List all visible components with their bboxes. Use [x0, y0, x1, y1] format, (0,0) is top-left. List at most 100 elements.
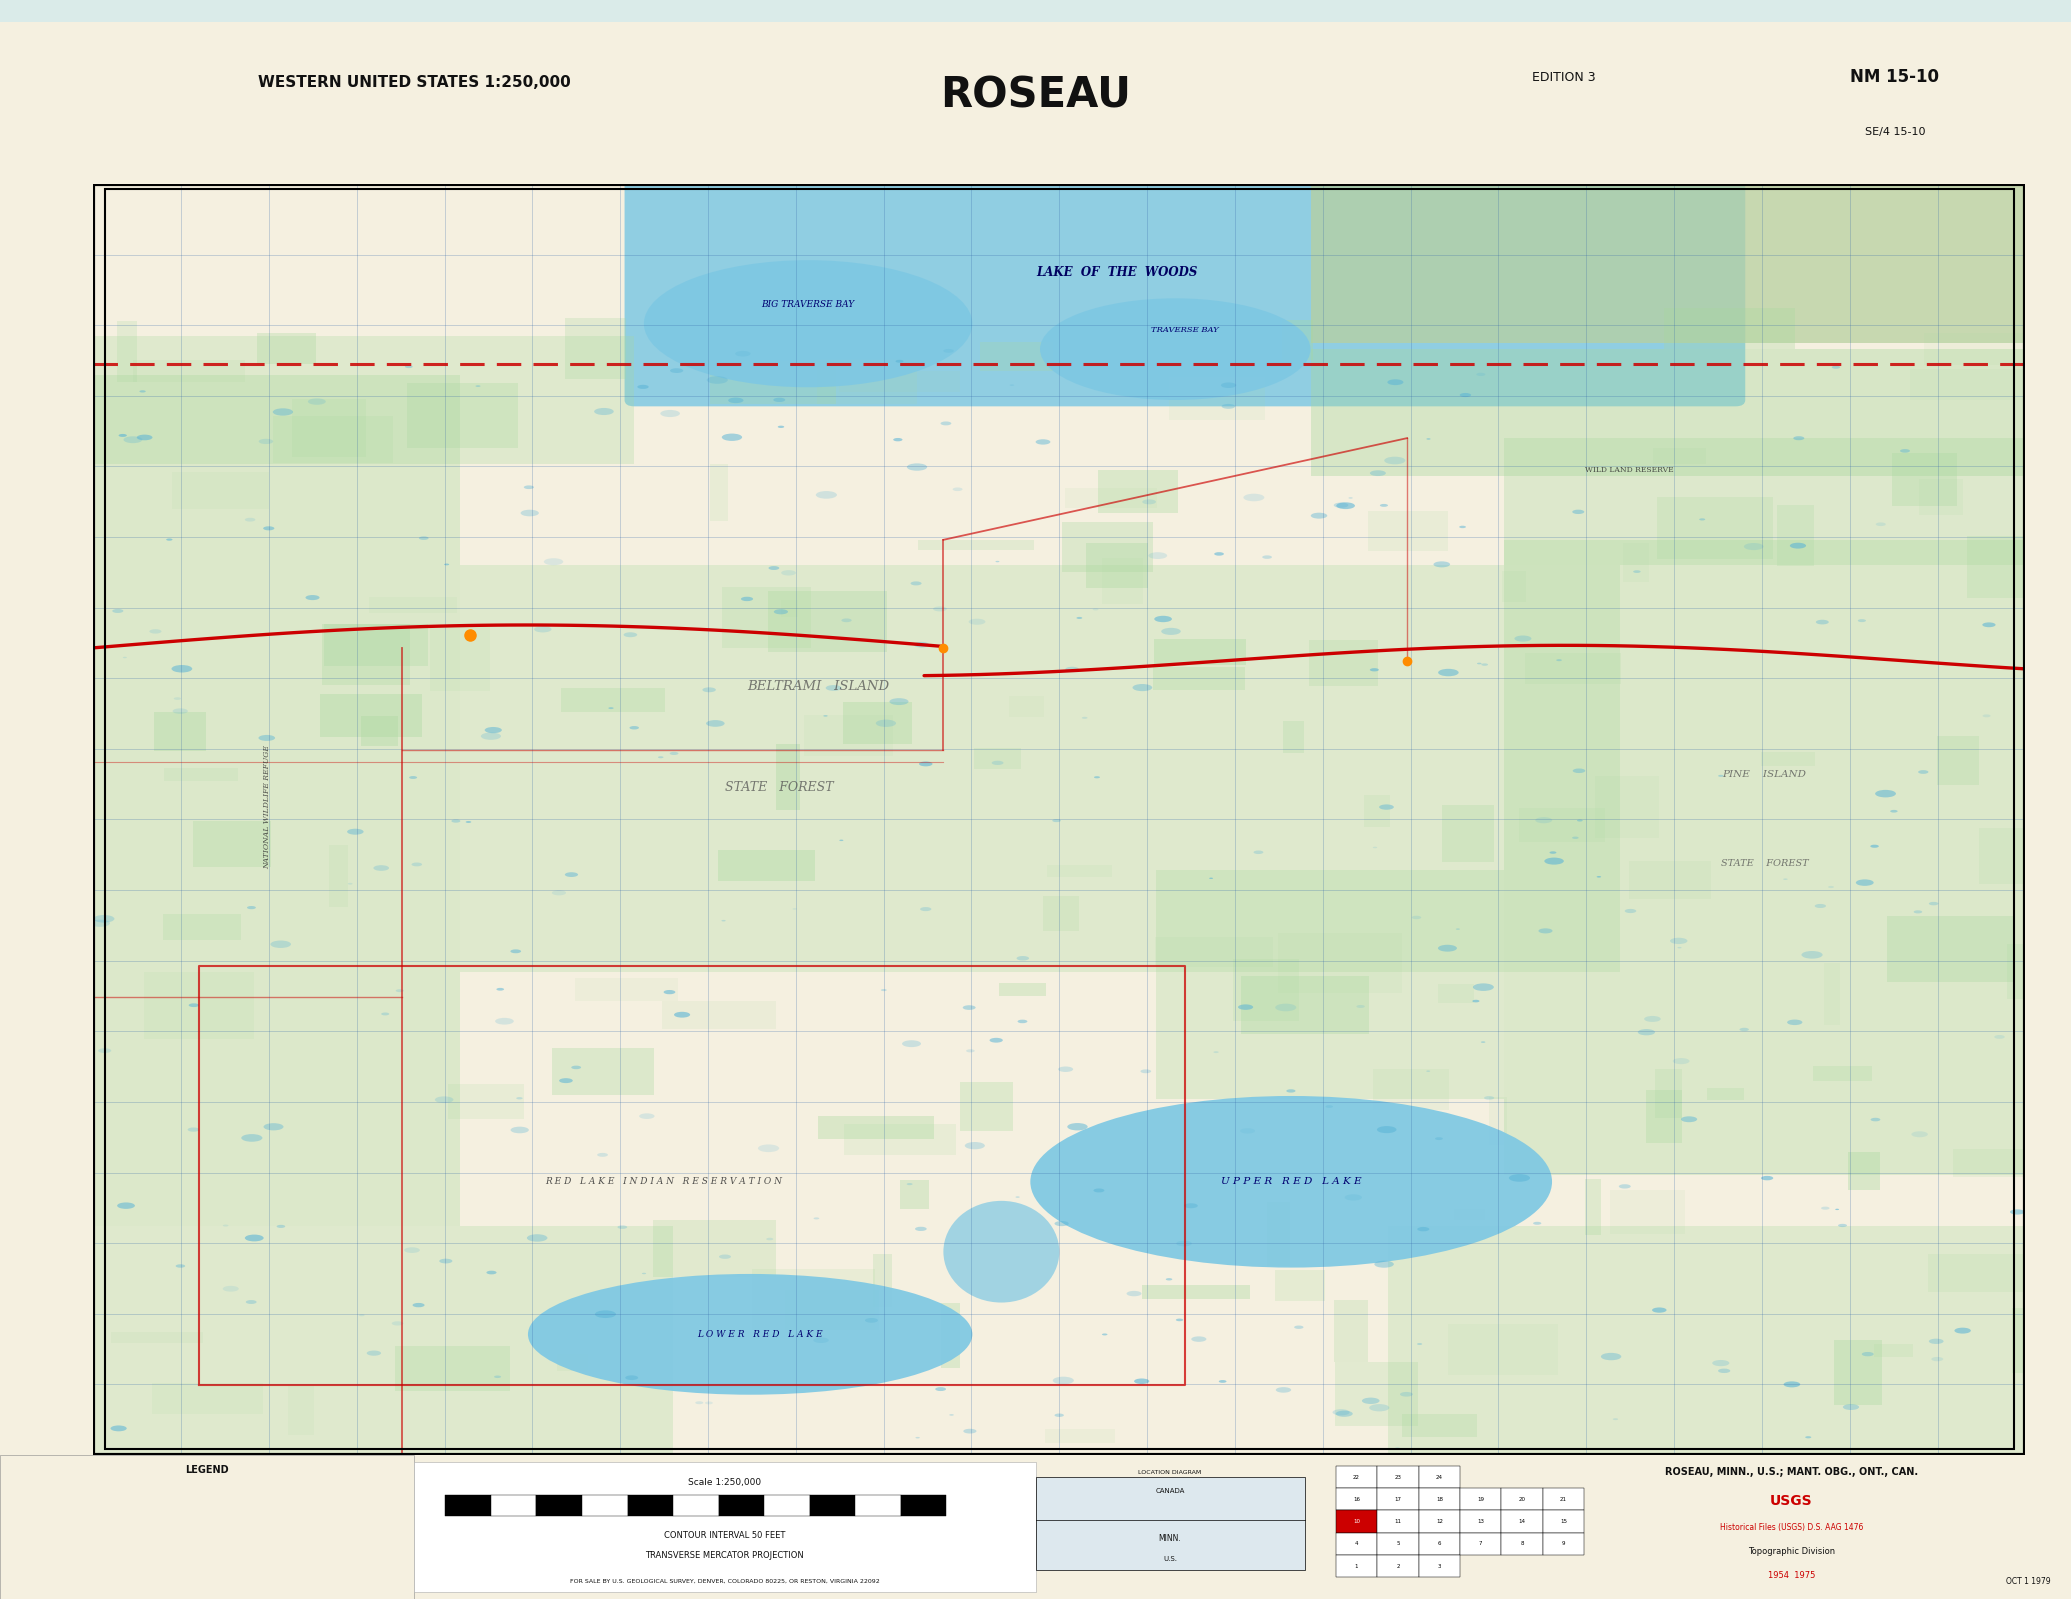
Ellipse shape: [1572, 769, 1584, 772]
Ellipse shape: [1017, 956, 1029, 961]
Text: USGS: USGS: [1771, 1493, 1812, 1508]
Bar: [1334, 1362, 1419, 1426]
Ellipse shape: [1858, 619, 1866, 622]
Ellipse shape: [309, 398, 325, 405]
Ellipse shape: [1077, 617, 1083, 619]
Ellipse shape: [1383, 457, 1406, 464]
Text: ROSEAU, MINN., U.S.; MANT. OBG., ONT., CAN.: ROSEAU, MINN., U.S.; MANT. OBG., ONT., C…: [1665, 1468, 1918, 1477]
Ellipse shape: [671, 368, 683, 373]
Ellipse shape: [915, 1226, 926, 1231]
Ellipse shape: [1379, 804, 1394, 809]
Bar: [839, 371, 959, 392]
Ellipse shape: [1510, 1174, 1530, 1182]
Bar: [1377, 1533, 1419, 1556]
Ellipse shape: [263, 526, 273, 531]
Text: 8: 8: [1520, 1541, 1524, 1546]
Ellipse shape: [866, 1318, 878, 1322]
Ellipse shape: [1789, 542, 1806, 548]
Text: CANADA: CANADA: [1156, 1489, 1185, 1493]
Ellipse shape: [118, 1202, 135, 1209]
Bar: [1168, 377, 1265, 421]
Ellipse shape: [1485, 1095, 1493, 1100]
Ellipse shape: [1375, 1260, 1394, 1268]
Bar: [901, 1495, 946, 1516]
Ellipse shape: [963, 1430, 978, 1434]
Bar: [133, 360, 244, 382]
Ellipse shape: [1400, 1393, 1412, 1396]
Ellipse shape: [1481, 664, 1489, 665]
Ellipse shape: [1133, 684, 1151, 691]
Ellipse shape: [412, 862, 422, 867]
Ellipse shape: [1477, 373, 1485, 376]
Ellipse shape: [920, 907, 932, 911]
Ellipse shape: [1294, 1326, 1303, 1329]
Text: 7: 7: [1479, 1541, 1483, 1546]
Ellipse shape: [1535, 817, 1553, 823]
Bar: [1369, 510, 1448, 552]
Bar: [257, 333, 317, 365]
Ellipse shape: [609, 707, 613, 708]
Bar: [872, 1254, 893, 1306]
Bar: [1336, 1556, 1377, 1577]
Bar: [1760, 752, 1814, 766]
Ellipse shape: [775, 609, 787, 614]
Bar: [1419, 1533, 1460, 1556]
Ellipse shape: [358, 1314, 364, 1316]
Bar: [721, 587, 812, 648]
Ellipse shape: [963, 1006, 975, 1011]
Text: STATE   FOREST: STATE FOREST: [725, 782, 833, 795]
Ellipse shape: [1806, 1436, 1812, 1439]
Ellipse shape: [965, 1049, 975, 1052]
Ellipse shape: [669, 752, 679, 755]
Bar: [1309, 640, 1377, 686]
Ellipse shape: [391, 1321, 404, 1326]
Bar: [1460, 1533, 1501, 1556]
Ellipse shape: [617, 1225, 628, 1230]
Text: ROSEAU: ROSEAU: [940, 75, 1131, 117]
Ellipse shape: [1261, 555, 1272, 560]
Text: CONTOUR INTERVAL 50 FEET: CONTOUR INTERVAL 50 FEET: [665, 1532, 785, 1540]
Bar: [785, 1289, 878, 1329]
Ellipse shape: [1802, 951, 1822, 959]
Bar: [93, 336, 634, 464]
Ellipse shape: [1417, 1226, 1429, 1231]
Bar: [1501, 1533, 1543, 1556]
Bar: [1098, 470, 1178, 513]
Ellipse shape: [1176, 1319, 1183, 1321]
Ellipse shape: [1839, 1223, 1847, 1226]
Ellipse shape: [435, 1097, 454, 1103]
Bar: [1504, 540, 2025, 1175]
Bar: [855, 1495, 901, 1516]
Bar: [1336, 1489, 1377, 1511]
Bar: [1377, 1556, 1419, 1577]
Ellipse shape: [594, 408, 613, 416]
Bar: [582, 1495, 628, 1516]
Ellipse shape: [1843, 1404, 1860, 1410]
Ellipse shape: [1054, 1414, 1064, 1417]
Bar: [1062, 521, 1154, 572]
Ellipse shape: [118, 433, 126, 437]
Bar: [1825, 963, 1841, 1025]
Ellipse shape: [1143, 499, 1156, 504]
Text: Historical Files (USGS) D.S. AAG 1476: Historical Files (USGS) D.S. AAG 1476: [1719, 1522, 1864, 1532]
Ellipse shape: [1891, 809, 1897, 812]
Bar: [93, 374, 460, 1226]
Text: MINN.: MINN.: [1160, 1533, 1180, 1543]
Bar: [843, 702, 911, 744]
Ellipse shape: [1460, 393, 1470, 397]
Ellipse shape: [1162, 628, 1180, 635]
Bar: [980, 342, 1052, 371]
Bar: [1102, 558, 1143, 603]
Bar: [804, 715, 893, 756]
Bar: [1377, 1466, 1419, 1489]
Ellipse shape: [1955, 1327, 1972, 1334]
Ellipse shape: [1994, 1035, 2005, 1039]
Bar: [172, 472, 269, 508]
Bar: [1653, 448, 1707, 464]
Ellipse shape: [524, 486, 534, 489]
Ellipse shape: [907, 464, 928, 470]
Ellipse shape: [1545, 857, 1564, 865]
Bar: [1595, 776, 1659, 838]
Ellipse shape: [659, 756, 663, 758]
Bar: [565, 318, 625, 379]
